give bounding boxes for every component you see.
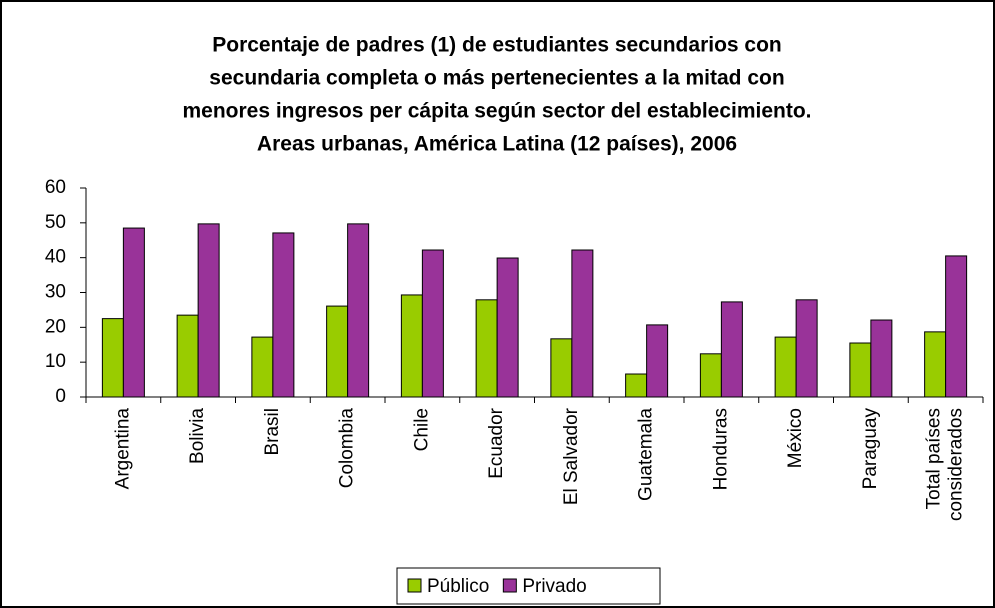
y-tick-label: 40 (45, 247, 66, 268)
bar (699, 353, 722, 398)
y-tick-label: 10 (45, 351, 66, 372)
chart-title: menores ingresos per cápita según sector… (182, 100, 811, 123)
x-tick-label: Colombia (337, 408, 358, 489)
y-tick-label: 30 (45, 282, 66, 303)
bar (251, 336, 274, 398)
bar (945, 255, 968, 398)
bar (347, 223, 370, 398)
x-tick-label: Bolivia (187, 408, 208, 464)
chart-title: Porcentaje de padres (1) de estudiantes … (212, 34, 782, 57)
x-tick-label: Guatemala (636, 408, 657, 501)
legend-label: Privado (522, 576, 586, 597)
bar (646, 324, 669, 398)
y-tick-label: 0 (55, 386, 66, 407)
x-tick-label: México (785, 408, 806, 468)
bar (870, 319, 893, 398)
bar (197, 223, 220, 398)
x-tick-label: Ecuador (486, 407, 507, 478)
x-tick-label: Honduras (710, 408, 731, 490)
bar (550, 338, 573, 398)
x-tick-label: Chile (411, 408, 432, 451)
x-tick-label: El Salvador (561, 407, 582, 505)
y-tick-label: 60 (45, 177, 66, 198)
bar (272, 232, 295, 398)
bar (849, 342, 872, 398)
x-tick-label: Argentina (112, 408, 133, 490)
y-tick-label: 50 (45, 212, 66, 233)
bar (571, 249, 594, 398)
bar (625, 373, 648, 398)
bar (421, 249, 444, 398)
bar (101, 318, 124, 398)
chart-title: Areas urbanas, América Latina (12 países… (257, 133, 737, 156)
bar (774, 336, 797, 398)
bar (924, 331, 947, 398)
bar (400, 294, 423, 398)
bar (720, 301, 743, 398)
bar (122, 227, 145, 398)
legend-label: Público (427, 576, 489, 597)
x-tick-label: Total paísesconsiderados (924, 408, 967, 521)
legend-box (396, 567, 661, 605)
bar (475, 299, 498, 398)
x-tick-label: Brasil (262, 408, 283, 456)
bar (496, 257, 519, 398)
bar (795, 299, 818, 398)
y-tick-label: 20 (45, 316, 66, 337)
chart-title: secundaria completa o más pertenecientes… (209, 67, 784, 90)
bar (176, 314, 199, 398)
bar (326, 305, 349, 398)
x-tick-label: Paraguay (860, 408, 881, 490)
legend-swatch (502, 578, 517, 593)
legend-swatch (407, 578, 422, 593)
